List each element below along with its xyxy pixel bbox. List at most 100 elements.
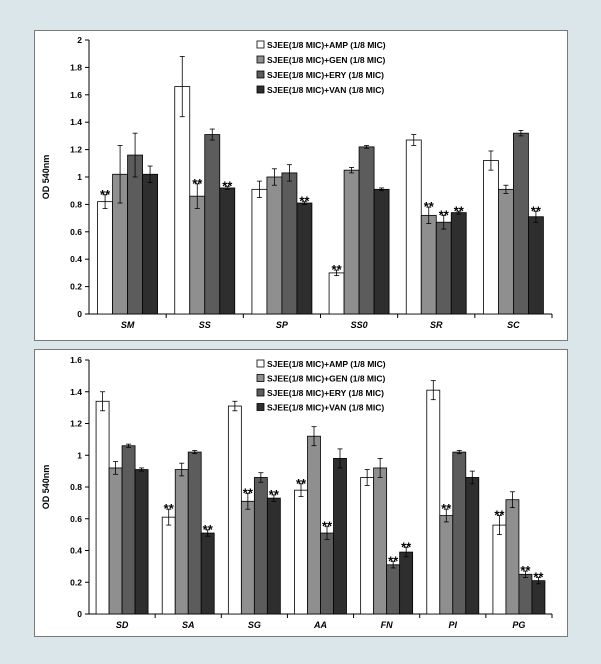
bar xyxy=(127,154,143,315)
legend-swatch xyxy=(256,403,265,411)
y-tick-label: 2 xyxy=(77,35,82,45)
legend-label: SJEE(1/8 MIC)+GEN (1/8 MIC) xyxy=(267,55,385,65)
legend-swatch xyxy=(256,70,265,79)
bar xyxy=(142,173,158,315)
bar xyxy=(452,451,467,615)
bar xyxy=(518,573,533,615)
significance-marker: ** xyxy=(192,176,203,191)
category-label: PG xyxy=(512,620,525,630)
y-tick-label: 1.4 xyxy=(70,387,82,397)
bar xyxy=(320,532,334,615)
bar xyxy=(253,477,268,615)
bar xyxy=(187,451,202,615)
bar xyxy=(492,524,507,615)
bar xyxy=(200,532,215,615)
legend-label: SJEE(1/8 MIC)+VAN (1/8 MIC) xyxy=(267,85,384,95)
y-axis-title: OD 540nm xyxy=(41,155,51,200)
y-tick-label: 0.2 xyxy=(70,577,82,587)
bar-chart-top: 0 0.2 0.4 0.6 0.8 1 1.2 1.4 1.6 1.8 2 OD 540nm SM ** S… xyxy=(41,35,553,330)
bar xyxy=(373,188,390,315)
bar xyxy=(240,500,255,615)
significance-marker: ** xyxy=(388,554,399,569)
y-tick-label: 0.6 xyxy=(70,227,82,237)
category-label: SD xyxy=(116,620,129,630)
bar xyxy=(189,195,206,315)
bar xyxy=(97,201,113,315)
significance-marker: ** xyxy=(222,179,233,194)
bar xyxy=(266,497,281,615)
category-label: FN xyxy=(381,620,393,630)
significance-marker: ** xyxy=(439,207,450,222)
y-tick-label: 1.6 xyxy=(70,90,82,100)
significance-marker: ** xyxy=(533,569,544,584)
significance-marker: ** xyxy=(269,487,280,502)
legend-label: SJEE(1/8 MIC)+GEN (1/8 MIC) xyxy=(267,374,385,384)
bar xyxy=(450,212,467,315)
bar xyxy=(251,188,268,315)
bar xyxy=(513,132,529,315)
category-label: SP xyxy=(276,320,289,330)
y-tick-label: 1.2 xyxy=(70,419,82,429)
significance-marker: ** xyxy=(100,187,111,202)
significance-marker: ** xyxy=(531,203,542,218)
bar xyxy=(108,467,123,615)
bar xyxy=(399,551,414,615)
bar xyxy=(333,458,347,615)
legend-swatch xyxy=(256,374,265,382)
y-tick-label: 1 xyxy=(77,450,82,460)
y-tick-label: 1.8 xyxy=(70,62,82,72)
bar xyxy=(174,469,189,615)
y-tick-label: 1.4 xyxy=(70,117,82,127)
bar xyxy=(174,86,191,315)
legend-label: SJEE(1/8 MIC)+AMP (1/8 MIC) xyxy=(267,359,386,369)
y-tick-label: 0.2 xyxy=(70,282,82,292)
legend-swatch xyxy=(256,359,265,368)
bar xyxy=(531,580,546,615)
significance-marker: ** xyxy=(296,476,307,491)
y-tick-label: 0 xyxy=(77,609,82,619)
y-tick-label: 0.8 xyxy=(70,482,82,492)
category-label: SR xyxy=(430,320,443,330)
y-tick-label: 0.8 xyxy=(70,199,82,209)
significance-marker: ** xyxy=(299,194,310,209)
bar xyxy=(505,499,520,615)
bar xyxy=(420,214,437,315)
bar xyxy=(465,477,480,615)
bar xyxy=(161,516,176,615)
category-label: PI xyxy=(449,620,458,630)
bar xyxy=(439,515,454,615)
legend-swatch xyxy=(256,388,265,397)
bar xyxy=(386,564,401,615)
chart-panel-top: 0 0.2 0.4 0.6 0.8 1 1.2 1.4 1.6 1.8 2 OD 540nm SM ** S… xyxy=(34,30,568,341)
bar xyxy=(483,160,499,315)
y-tick-label: 0.4 xyxy=(70,254,82,264)
bar xyxy=(227,405,242,615)
bar xyxy=(95,400,110,615)
legend-label: SJEE(1/8 MIC)+ERY (1/8 MIC) xyxy=(267,388,384,398)
legend-label: SJEE(1/8 MIC)+VAN (1/8 MIC) xyxy=(267,403,384,413)
bar xyxy=(219,187,236,315)
bar xyxy=(296,202,313,315)
bar xyxy=(328,272,345,315)
category-label: SG xyxy=(248,620,261,630)
y-tick-label: 1.6 xyxy=(70,355,82,365)
significance-marker: ** xyxy=(243,485,254,500)
y-tick-label: 0.6 xyxy=(70,514,82,524)
legend-swatch xyxy=(256,55,265,64)
significance-marker: ** xyxy=(401,539,412,554)
bar xyxy=(373,467,388,615)
bar xyxy=(358,146,375,315)
category-label: SS0 xyxy=(351,320,368,330)
y-tick-label: 1 xyxy=(77,172,82,182)
significance-marker: ** xyxy=(520,563,531,578)
y-tick-label: 0 xyxy=(77,309,82,319)
category-label: SC xyxy=(507,320,520,330)
bar xyxy=(294,489,308,615)
bar xyxy=(121,445,136,615)
bar xyxy=(435,221,452,315)
significance-marker: ** xyxy=(424,199,435,214)
category-label: AA xyxy=(313,620,327,630)
significance-marker: ** xyxy=(494,508,505,523)
significance-marker: ** xyxy=(164,501,175,516)
